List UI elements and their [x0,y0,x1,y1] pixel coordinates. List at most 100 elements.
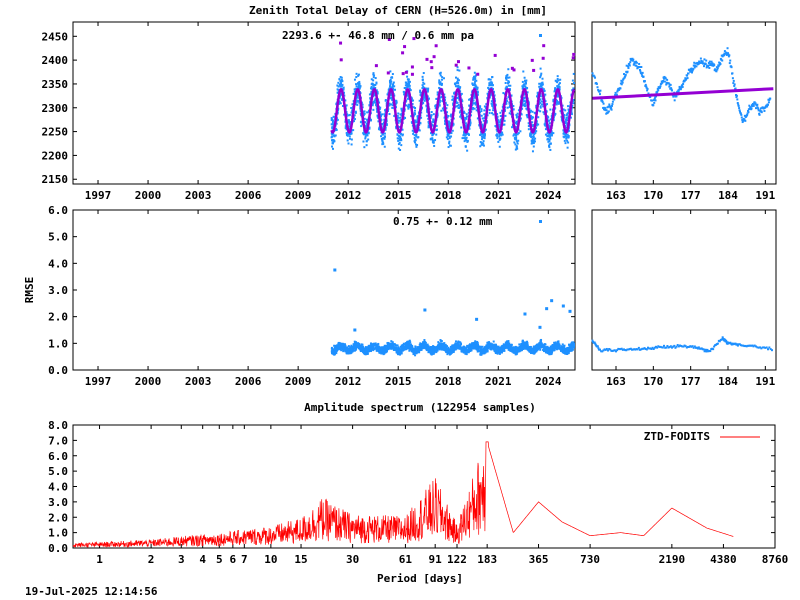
data-point [692,64,695,67]
data-point [469,98,472,101]
data-point [484,128,487,131]
data-point [670,87,673,90]
data-point [346,134,349,137]
data-point [456,69,459,72]
data-point [330,123,333,126]
data-point [526,113,529,116]
data-point [387,343,390,346]
data-point [391,76,394,79]
data-point [500,119,503,122]
x-tick-label: 2006 [235,375,262,388]
data-point [499,114,502,117]
data-point [378,101,381,104]
data-point [709,62,712,65]
data-point [463,111,466,114]
data-point [452,123,455,126]
data-point [697,62,700,65]
data-point [492,90,495,93]
data-point [767,101,770,104]
data-point [522,85,525,88]
data-point [389,78,392,81]
data-point [397,121,400,124]
data-point [457,104,460,107]
x-tick-label: 2024 [535,375,562,388]
data-point [423,86,426,89]
data-point [538,82,541,85]
data-point [531,347,534,350]
data-point [516,351,519,354]
data-point [425,104,428,107]
data-point [558,88,561,91]
data-point [515,147,518,150]
data-point [525,345,528,348]
data-point [517,132,520,135]
data-point [445,107,448,110]
data-point [515,136,518,139]
data-point [489,93,492,96]
data-point [355,83,358,86]
data-point [425,57,429,61]
data-point [498,145,501,148]
data-point [605,109,608,112]
data-point [353,114,356,117]
data-point [422,85,425,88]
data-point [411,102,414,105]
data-point [527,125,530,128]
data-point [377,345,380,348]
data-point [511,126,514,129]
data-point [475,79,478,82]
data-point [448,125,451,128]
data-point [662,80,665,83]
data-point [531,121,534,124]
data-point [400,144,403,147]
data-point [339,84,342,87]
data-point [339,92,342,95]
data-point [492,113,495,116]
data-point [620,83,623,86]
data-point [448,135,451,138]
data-point [419,91,422,94]
data-point [542,111,545,114]
data-point [335,102,338,105]
data-point [496,137,499,140]
data-point [508,102,511,105]
data-point [457,343,460,346]
data-point [440,84,443,87]
data-point [514,143,517,146]
data-point [486,349,489,352]
data-point [499,111,502,114]
data-point [413,119,416,122]
data-point [757,109,760,112]
data-point [708,66,711,69]
data-point [447,346,450,349]
data-point [566,113,569,116]
data-point [541,56,545,60]
data-point [486,92,489,95]
data-point [482,144,485,147]
data-point [461,137,464,140]
data-point [347,119,350,122]
data-point [439,81,442,84]
data-point [431,137,434,140]
data-point [755,107,757,110]
data-point [479,145,482,148]
data-point [483,132,486,135]
data-point [554,112,557,115]
x-tick-label: 2018 [435,375,462,388]
data-point [376,90,379,93]
data-point [716,68,719,71]
data-point [516,133,519,136]
data-point [556,86,559,89]
data-point [570,112,573,115]
data-point [638,66,641,69]
data-point [639,70,642,73]
data-point [444,96,447,99]
data-point [336,118,339,121]
data-point [332,123,335,126]
data-point [449,345,452,348]
data-point [738,107,741,110]
data-point [427,87,430,90]
data-point [758,112,761,115]
data-point [731,72,734,75]
data-point [350,132,353,135]
